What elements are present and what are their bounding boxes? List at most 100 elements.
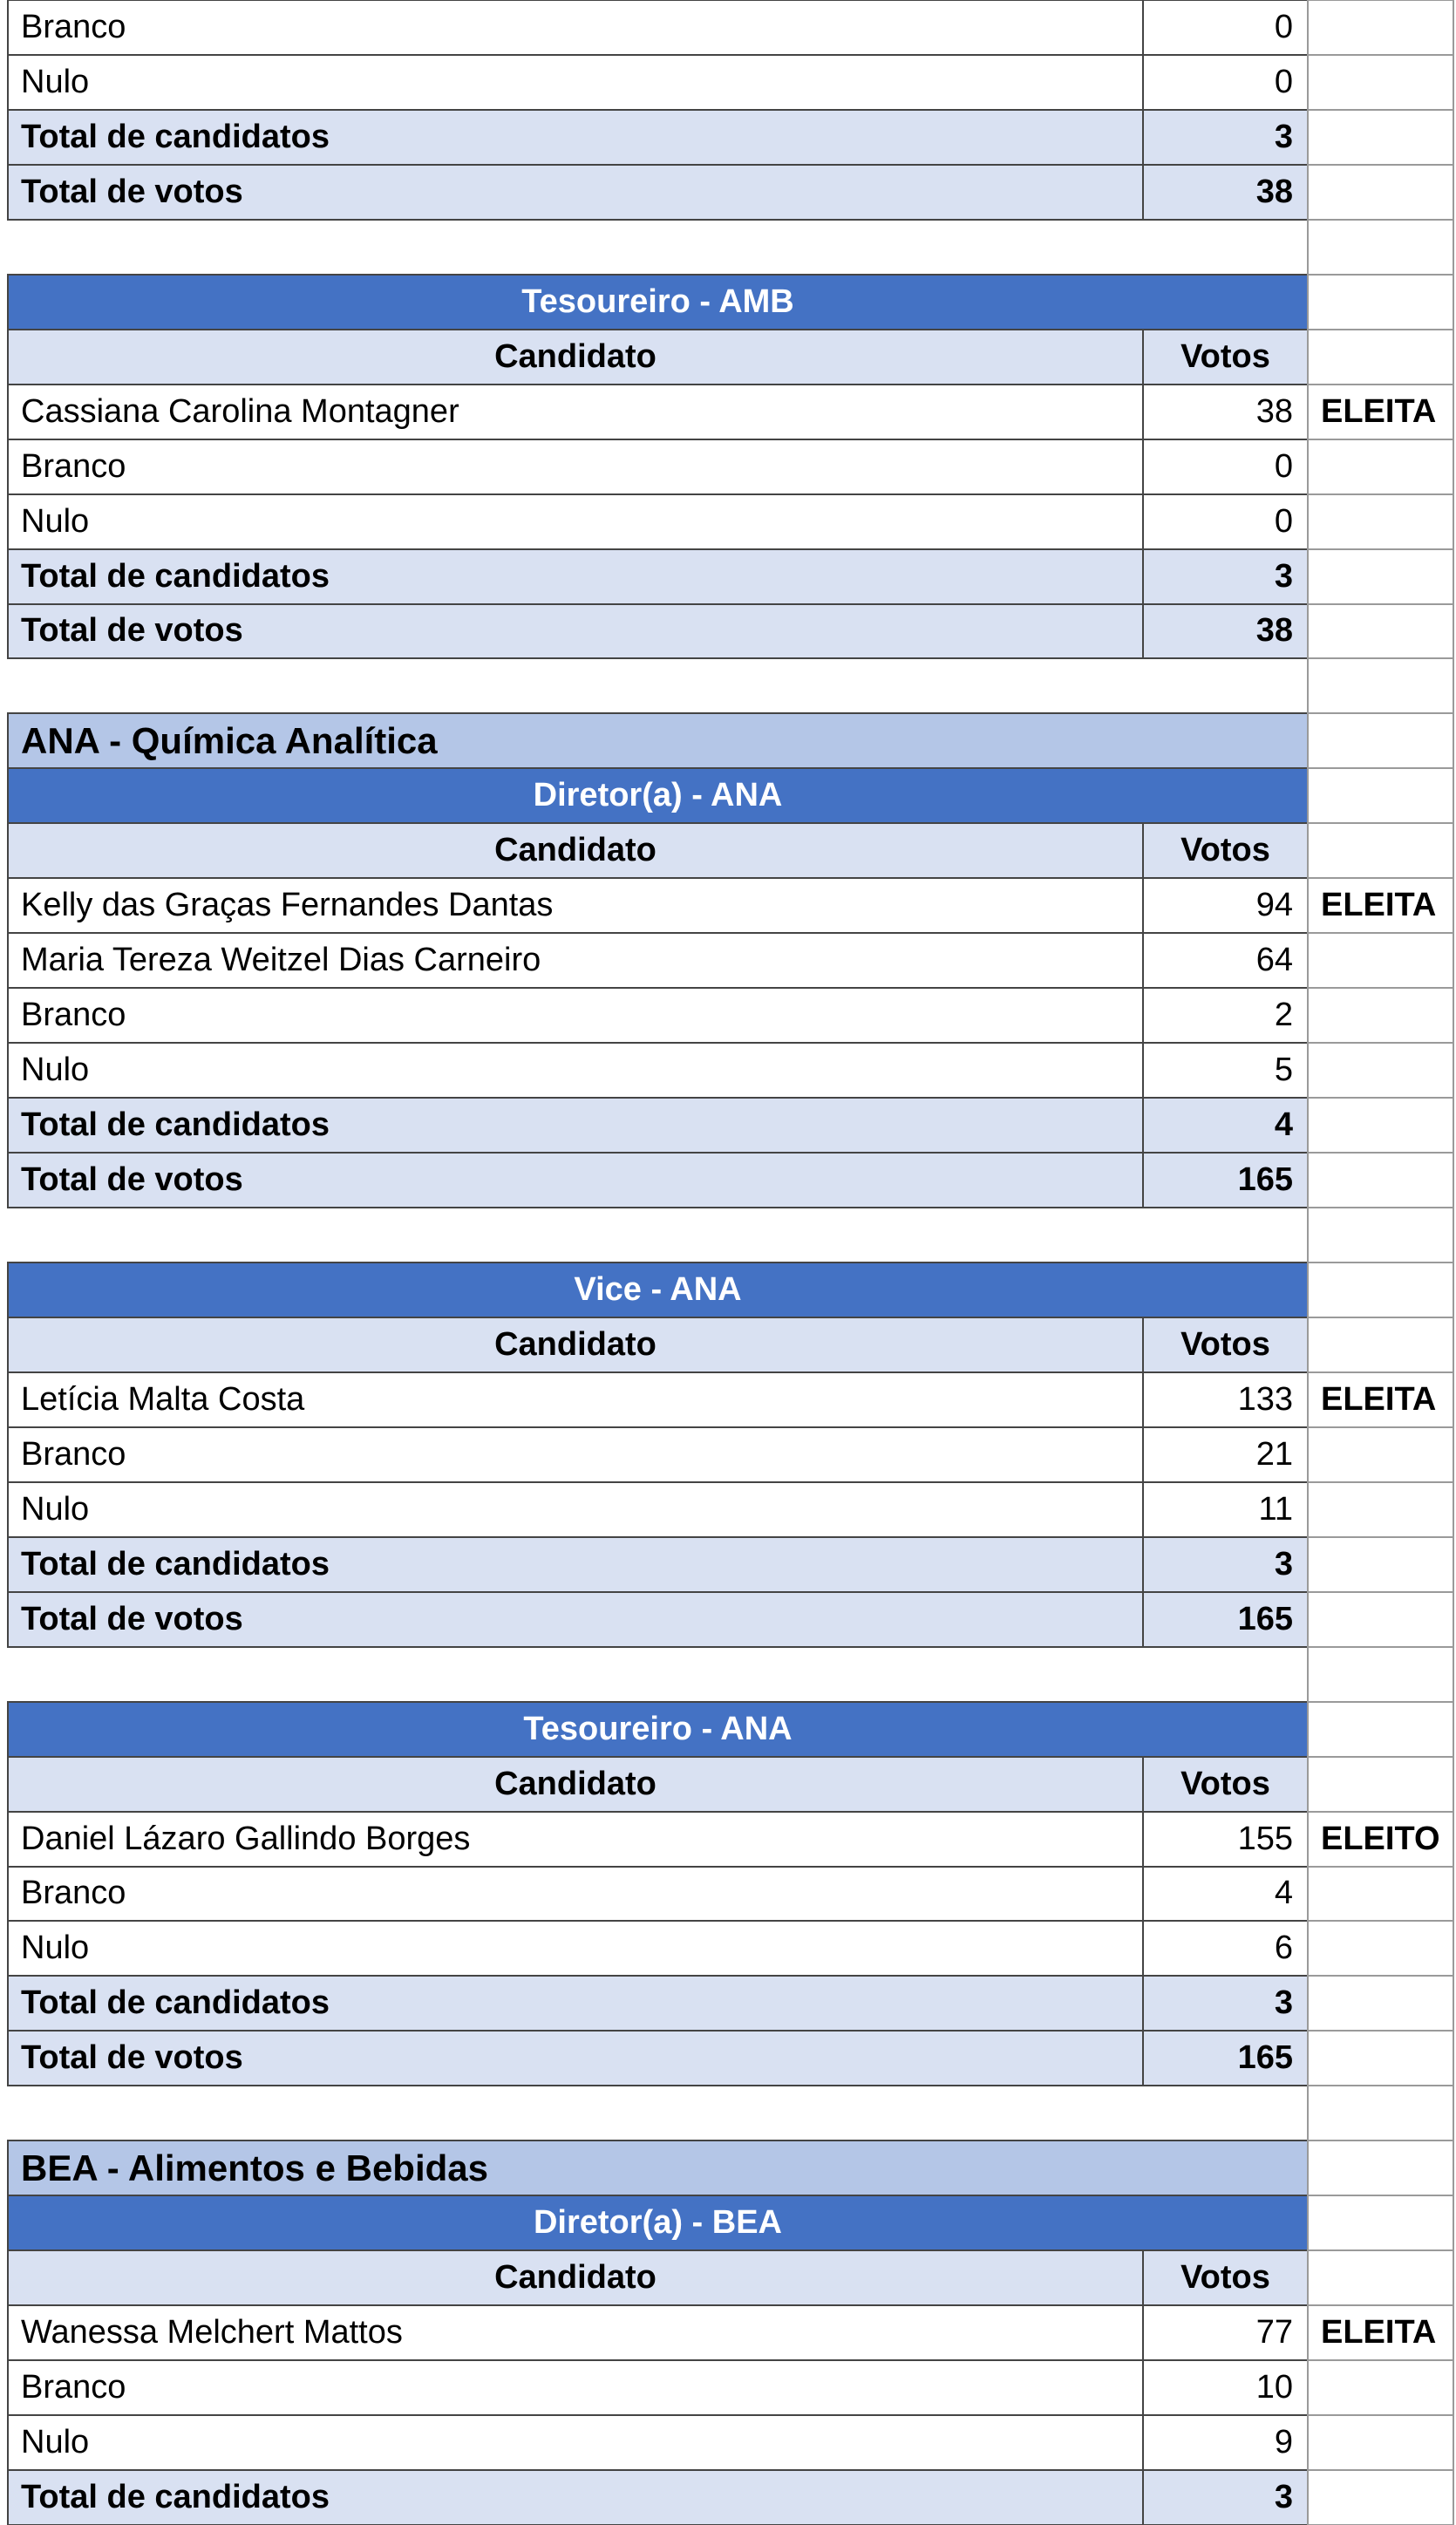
candidate: Nulo xyxy=(7,493,1144,550)
votes: 4 xyxy=(1142,1865,1309,1923)
status-cell xyxy=(1307,2195,1454,2252)
status-cell xyxy=(1307,2414,1454,2472)
total-label: Total de candidatos xyxy=(7,1975,1144,2032)
column-header: Candidato xyxy=(7,822,1144,880)
candidate: Wanessa Melchert Mattos xyxy=(7,2304,1144,2362)
status-cell xyxy=(1307,2030,1454,2087)
status-cell xyxy=(1307,2140,1454,2197)
votes: 0 xyxy=(1142,438,1309,495)
status-cell xyxy=(1307,163,1454,221)
votes: 0 xyxy=(1142,53,1309,111)
status-cell xyxy=(1307,0,1454,56)
table-title: Diretor(a) - ANA xyxy=(7,767,1309,825)
total-value: 165 xyxy=(1142,1590,1309,1648)
votes: 94 xyxy=(1142,877,1309,935)
total-value: 3 xyxy=(1142,548,1309,605)
status-cell xyxy=(1307,2249,1454,2307)
votes: 21 xyxy=(1142,1426,1309,1483)
candidate: Branco xyxy=(7,0,1144,56)
total-label: Total de votos xyxy=(7,163,1144,221)
candidate: Nulo xyxy=(7,53,1144,111)
total-label: Total de candidatos xyxy=(7,1097,1144,1154)
candidate: Cassiana Carolina Montagner xyxy=(7,383,1144,440)
candidate: Nulo xyxy=(7,1480,1144,1538)
total-value: 3 xyxy=(1142,108,1309,166)
candidate: Nulo xyxy=(7,1042,1144,1099)
result: ELEITA xyxy=(1307,1371,1454,1428)
total-value: 4 xyxy=(1142,1097,1309,1154)
total-label: Total de candidatos xyxy=(7,108,1144,166)
total-value: 38 xyxy=(1142,602,1309,660)
status-cell xyxy=(1307,1480,1454,1538)
candidate: Branco xyxy=(7,1426,1144,1483)
result: ELEITA xyxy=(1307,383,1454,440)
status-cell xyxy=(1307,1097,1454,1154)
status-cell xyxy=(1307,493,1454,550)
votes: 38 xyxy=(1142,383,1309,440)
candidate: Branco xyxy=(7,2359,1144,2417)
status-cell xyxy=(1307,657,1454,715)
total-label: Total de candidatos xyxy=(7,548,1144,605)
candidate: Branco xyxy=(7,987,1144,1045)
status-cell xyxy=(1307,328,1454,385)
candidate: Branco xyxy=(7,438,1144,495)
status-cell xyxy=(1307,1865,1454,1923)
section-title: ANA - Química Analítica xyxy=(7,712,1309,770)
total-label: Total de votos xyxy=(7,1590,1144,1648)
total-label: Total de votos xyxy=(7,602,1144,660)
column-header: Candidato xyxy=(7,1755,1144,1813)
status-cell xyxy=(1307,1316,1454,1373)
candidate: Nulo xyxy=(7,2414,1144,2472)
status-cell xyxy=(1307,1700,1454,1758)
status-cell xyxy=(1307,2085,1454,2142)
candidate: Kelly das Graças Fernandes Dantas xyxy=(7,877,1144,935)
total-value: 165 xyxy=(1142,2030,1309,2087)
status-cell xyxy=(1307,1426,1454,1483)
votes: 155 xyxy=(1142,1810,1309,1868)
status-cell xyxy=(1307,548,1454,605)
candidate: Maria Tereza Weitzel Dias Carneiro xyxy=(7,932,1144,990)
votes: 5 xyxy=(1142,1042,1309,1099)
status-cell xyxy=(1307,932,1454,990)
votes: 2 xyxy=(1142,987,1309,1045)
status-cell xyxy=(1307,602,1454,660)
candidate: Nulo xyxy=(7,1920,1144,1977)
status-cell xyxy=(1307,273,1454,330)
status-cell xyxy=(1307,1207,1454,1263)
total-value: 3 xyxy=(1142,2469,1309,2525)
status-cell xyxy=(1307,1755,1454,1813)
candidate: Daniel Lázaro Gallindo Borges xyxy=(7,1810,1144,1868)
column-header: Votos xyxy=(1142,2249,1309,2307)
table-title: Diretor(a) - BEA xyxy=(7,2195,1309,2252)
status-cell xyxy=(1307,1590,1454,1648)
votes: 133 xyxy=(1142,1371,1309,1428)
result: ELEITA xyxy=(1307,2304,1454,2362)
candidate: Branco xyxy=(7,1865,1144,1923)
column-header: Votos xyxy=(1142,822,1309,880)
total-value: 3 xyxy=(1142,1975,1309,2032)
total-value: 38 xyxy=(1142,163,1309,221)
votes: 9 xyxy=(1142,2414,1309,2472)
status-cell xyxy=(1307,438,1454,495)
status-cell xyxy=(1307,1920,1454,1977)
result: ELEITO xyxy=(1307,1810,1454,1868)
total-label: Total de candidatos xyxy=(7,2469,1144,2525)
status-cell xyxy=(1307,987,1454,1045)
total-value: 3 xyxy=(1142,1535,1309,1593)
status-cell xyxy=(1307,1645,1454,1703)
status-cell xyxy=(1307,822,1454,880)
status-cell xyxy=(1307,1535,1454,1593)
total-label: Total de candidatos xyxy=(7,1535,1144,1593)
votes: 11 xyxy=(1142,1480,1309,1538)
column-header: Candidato xyxy=(7,328,1144,385)
column-header: Votos xyxy=(1142,328,1309,385)
votes: 10 xyxy=(1142,2359,1309,2417)
column-header: Candidato xyxy=(7,1316,1144,1373)
status-cell xyxy=(1307,2359,1454,2417)
section-title: BEA - Alimentos e Bebidas xyxy=(7,2140,1309,2197)
column-header: Votos xyxy=(1142,1755,1309,1813)
votes: 6 xyxy=(1142,1920,1309,1977)
status-cell xyxy=(1307,1975,1454,2032)
total-label: Total de votos xyxy=(7,1152,1144,1209)
